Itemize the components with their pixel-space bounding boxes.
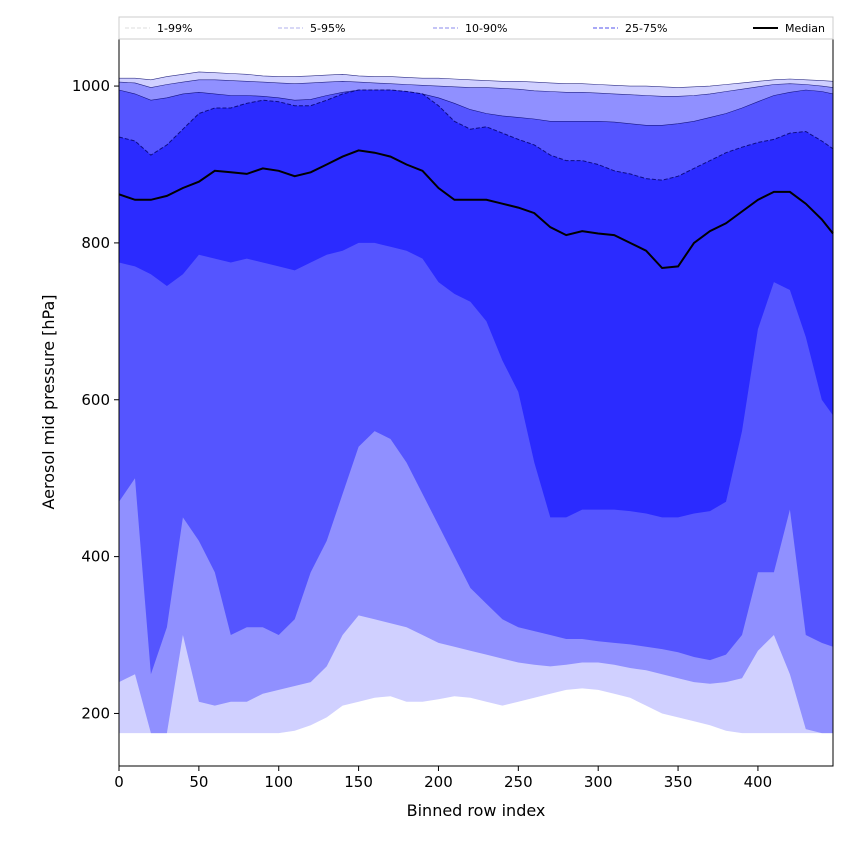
x-tick-label: 350 <box>664 773 693 791</box>
legend-label: 5-95% <box>310 22 345 35</box>
x-axis-title: Binned row index <box>407 801 546 820</box>
x-tick-label: 200 <box>424 773 453 791</box>
x-axis-ticks: 0 50 100 150 200 250 300 350 400 <box>114 766 772 791</box>
y-axis-title: Aerosol mid pressure [hPa] <box>39 294 58 509</box>
y-tick-label: 400 <box>81 548 110 566</box>
x-tick-label: 300 <box>584 773 613 791</box>
median-layer <box>118 149 834 270</box>
percentile-bands <box>118 71 834 734</box>
band-edge-25-75pct <box>118 89 834 181</box>
legend: 1-99% 5-95% 10-90% 25-75% Median <box>118 16 834 40</box>
y-tick-label: 600 <box>81 391 110 409</box>
band-edge-10-90pct <box>118 89 834 126</box>
legend-label: 1-99% <box>157 22 192 35</box>
band-edge-5-95pct <box>118 79 834 97</box>
band-25-75pct <box>119 90 833 518</box>
y-axis-ticks: 200 400 600 800 1000 <box>72 77 119 722</box>
band-edge-1-99pct <box>119 71 834 88</box>
x-tick-label: 100 <box>264 773 293 791</box>
x-tick-label: 400 <box>744 773 773 791</box>
x-tick-label: 150 <box>344 773 373 791</box>
legend-label: Median <box>785 22 825 35</box>
median-line <box>118 149 834 270</box>
legend-box <box>118 16 834 40</box>
x-tick-label: 50 <box>189 773 208 791</box>
legend-label: 25-75% <box>625 22 667 35</box>
x-tick-label: 250 <box>504 773 533 791</box>
y-tick-label: 200 <box>81 704 110 722</box>
legend-label: 10-90% <box>465 22 507 35</box>
y-tick-label: 1000 <box>72 77 110 95</box>
x-tick-label: 0 <box>114 773 124 791</box>
y-tick-label: 800 <box>81 234 110 252</box>
